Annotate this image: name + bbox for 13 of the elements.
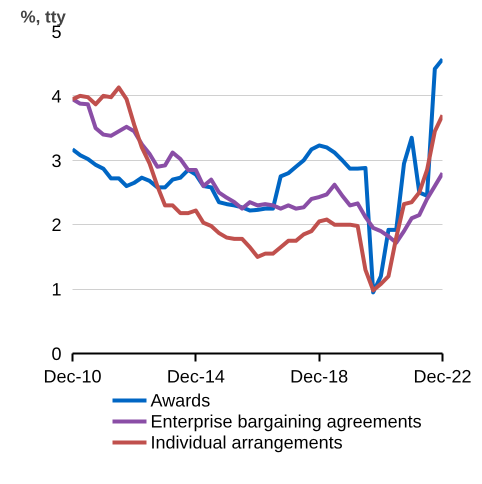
legend-label: Awards [150, 390, 210, 410]
y-tick-label: 2 [51, 215, 62, 236]
y-tick-label: 1 [51, 280, 62, 300]
legend-label: Individual arrangements [150, 432, 343, 452]
x-tick-label: Dec-18 [290, 366, 348, 386]
y-tick-label: 3 [51, 150, 62, 171]
x-tick-label: Dec-10 [43, 366, 102, 386]
y-tick-label: 4 [51, 86, 62, 106]
x-tick-label: Dec-14 [166, 366, 225, 386]
x-tick-label: Dec-22 [413, 366, 472, 386]
legend-label: Enterprise bargaining agreements [150, 412, 422, 432]
y-tick-label: 0 [51, 344, 62, 364]
line-series [72, 97, 442, 245]
